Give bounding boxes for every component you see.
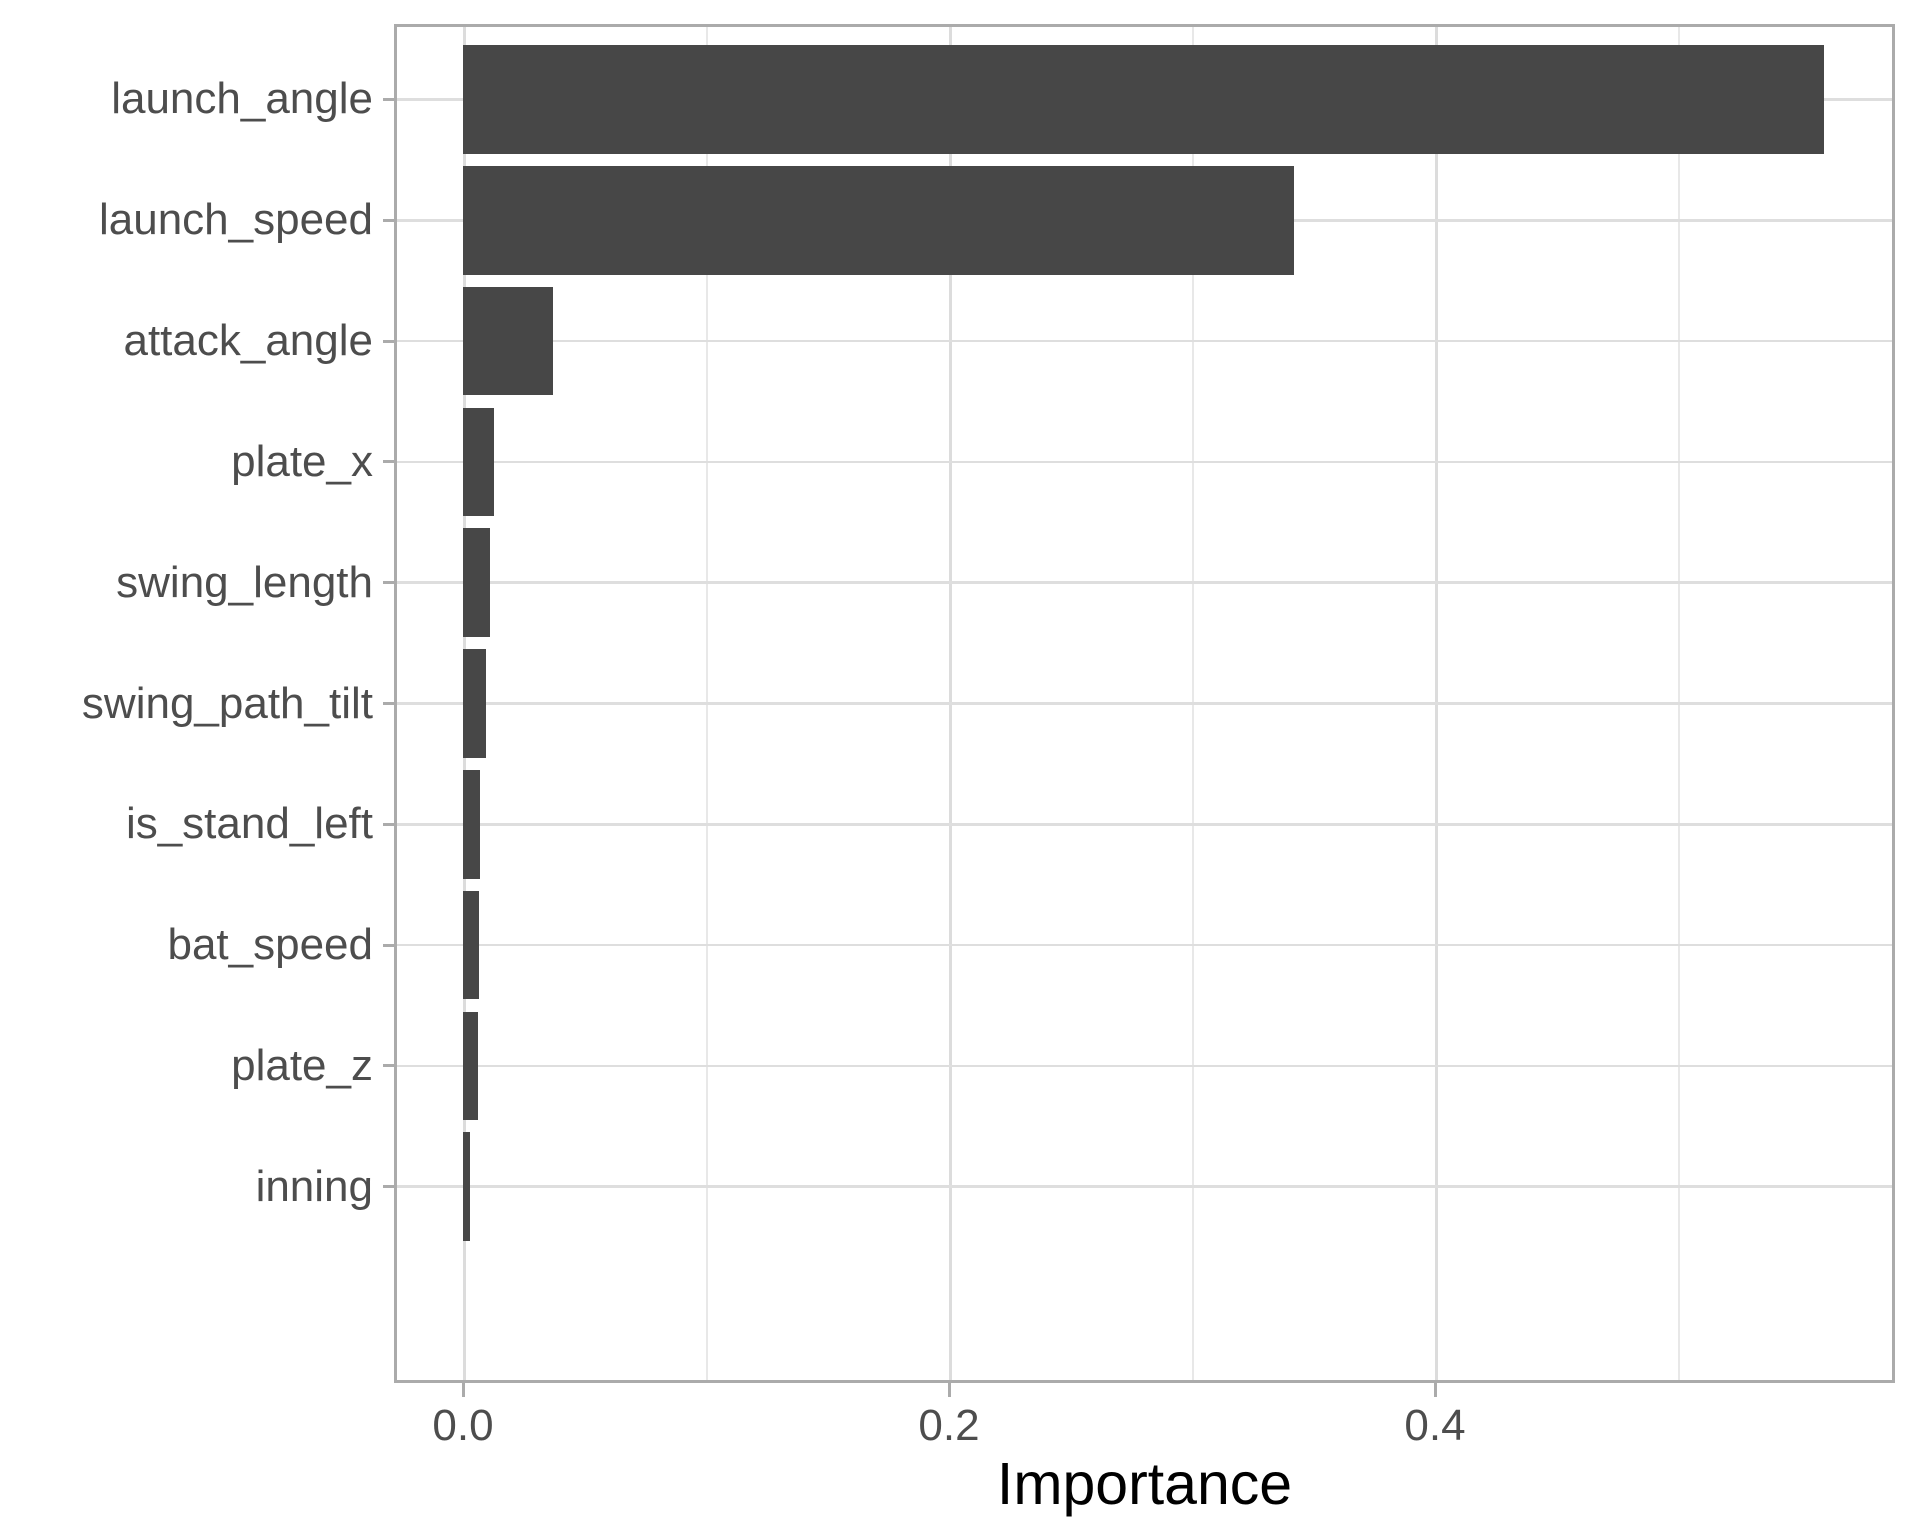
x-tick-0-2 xyxy=(947,1383,951,1397)
y-axis-label-is-stand-left: is_stand_left xyxy=(125,799,373,849)
y-axis-label-attack-angle: attack_angle xyxy=(123,316,373,366)
y-axis-label-plate-z: plate_z xyxy=(231,1040,373,1090)
y-axis-label-bat-speed: bat_speed xyxy=(167,920,373,970)
y-axis-label-launch-angle: launch_angle xyxy=(111,74,373,124)
x-tick-label-0-2: 0.2 xyxy=(918,1401,980,1450)
plot-panel-border xyxy=(394,24,1895,1383)
x-tick-0-4 xyxy=(1433,1383,1437,1397)
x-axis-title: Importance xyxy=(996,1451,1293,1517)
x-tick-label-0-4: 0.4 xyxy=(1404,1401,1466,1450)
x-tick-0-0 xyxy=(461,1383,465,1397)
y-axis-label-launch-speed: launch_speed xyxy=(98,195,373,245)
y-axis-label-inning: inning xyxy=(255,1161,373,1211)
y-axis-label-plate-x: plate_x xyxy=(231,436,373,486)
y-axis-label-swing-length: swing_length xyxy=(116,557,373,607)
y-axis-label-swing-path-tilt: swing_path_tilt xyxy=(81,678,373,728)
x-tick-label-0-0: 0.0 xyxy=(432,1401,494,1450)
